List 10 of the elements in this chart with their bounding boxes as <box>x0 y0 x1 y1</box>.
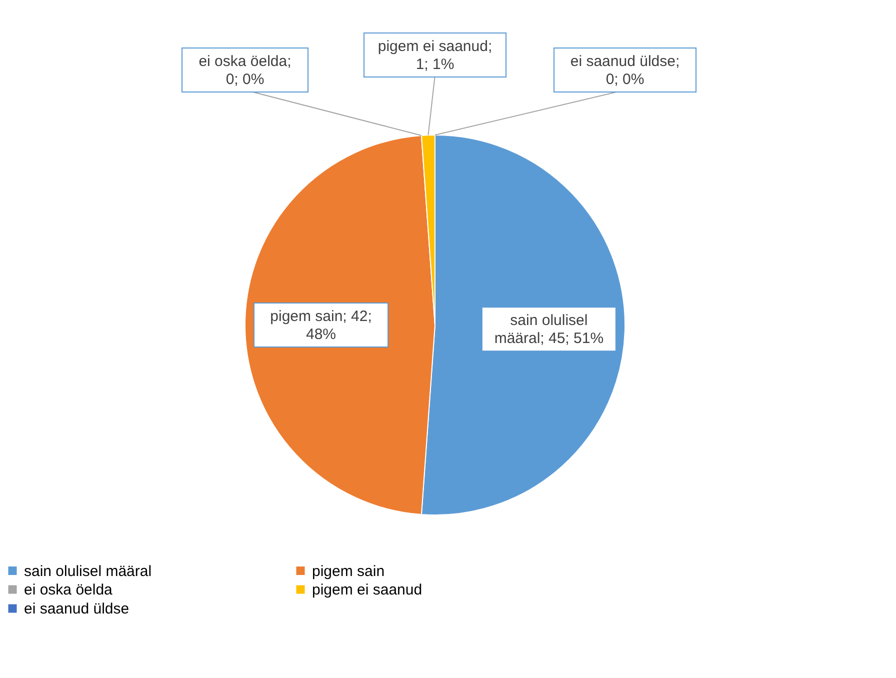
data-label: pigem sain; 42; 48% <box>270 308 372 343</box>
text: ei oska öelda; 0; 0% <box>198 53 292 88</box>
legend-label: ei saanud üldse <box>24 600 130 618</box>
legend-label: ei oska öelda <box>24 582 114 598</box>
data-label: sain olulisel määral; 45; 51% <box>494 312 604 348</box>
text: ei saanud üldse; 0; 0% <box>570 53 680 88</box>
legend-label: sain olulisel määral <box>24 562 152 580</box>
data-label: pigem ei saanud; 1; 1% <box>378 38 492 73</box>
legend-label: pigem ei saanud <box>312 582 422 598</box>
legend-label: pigem sain <box>312 562 385 580</box>
